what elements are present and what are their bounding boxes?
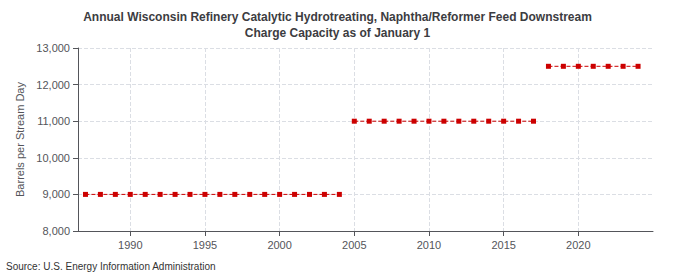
svg-text:Annual Wisconsin Refinery Cata: Annual Wisconsin Refinery Catalytic Hydr…	[83, 10, 592, 24]
svg-text:1990: 1990	[118, 239, 142, 251]
svg-text:12,000: 12,000	[36, 79, 70, 91]
svg-text:11,000: 11,000	[37, 115, 70, 127]
svg-text:10,000: 10,000	[36, 152, 70, 164]
svg-text:8,000: 8,000	[42, 225, 70, 237]
svg-text:2015: 2015	[491, 239, 515, 251]
svg-text:Source: U.S. Energy Informatio: Source: U.S. Energy Information Administ…	[6, 261, 216, 272]
svg-text:13,000: 13,000	[36, 42, 70, 54]
svg-text:Barrels per Stream Day: Barrels per Stream Day	[14, 82, 26, 197]
svg-text:Charge Capacity as of January: Charge Capacity as of January 1	[245, 26, 431, 40]
svg-text:2005: 2005	[342, 239, 366, 251]
svg-text:2020: 2020	[566, 239, 590, 251]
svg-text:9,000: 9,000	[42, 188, 70, 200]
svg-text:2010: 2010	[417, 239, 441, 251]
svg-text:1995: 1995	[193, 239, 217, 251]
svg-text:2000: 2000	[267, 239, 291, 251]
